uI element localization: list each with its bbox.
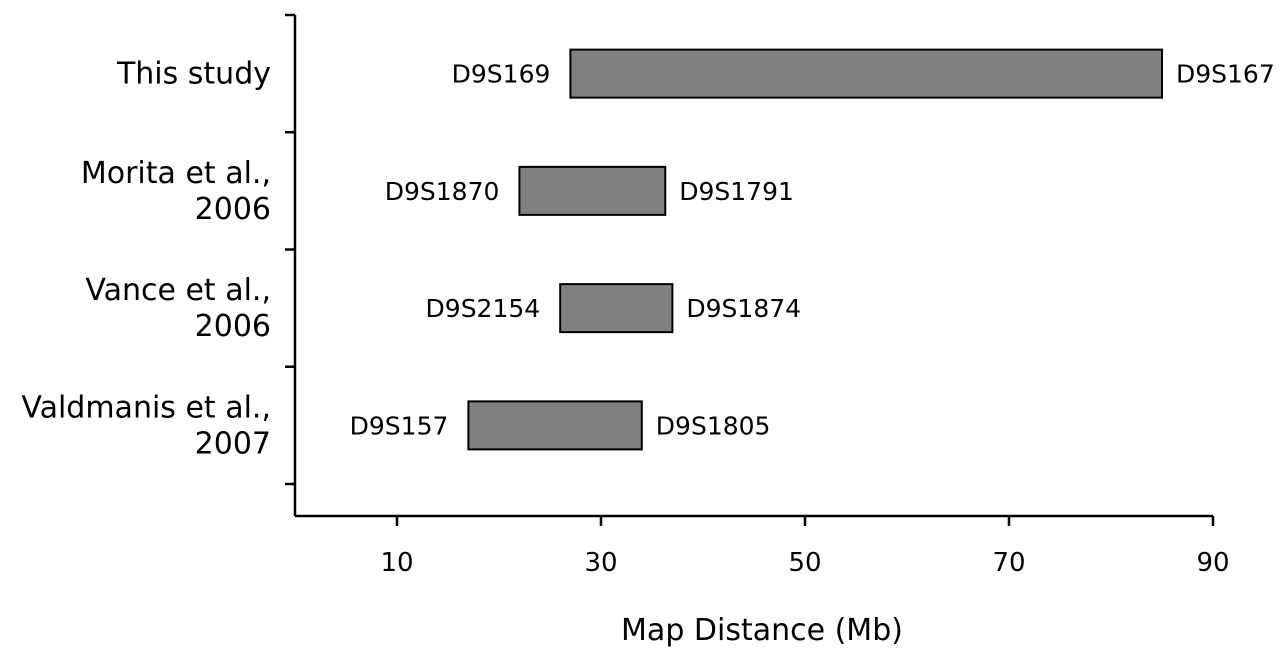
start-marker-label: D9S169 <box>452 60 551 89</box>
x-axis-title: Map Distance (Mb) <box>621 613 903 648</box>
start-marker-label: D9S1870 <box>385 177 500 206</box>
x-axis-ticks: 10 30 50 70 90 <box>380 516 1230 578</box>
category-label: 2006 <box>195 309 271 344</box>
category-label: This study <box>116 57 271 92</box>
category-label: 2007 <box>195 426 271 461</box>
range-bar <box>559 283 674 334</box>
marker-labels: D9S169 D9S167 D9S1870 D9S1791 D9S2154 D9S1874… <box>350 60 1275 441</box>
x-tick-label: 30 <box>584 548 617 578</box>
category-label: Valdmanis et al., <box>21 390 271 425</box>
category-label: Vance et al., <box>85 273 271 308</box>
bars <box>467 48 1163 451</box>
end-marker-label: D9S1791 <box>679 177 794 206</box>
y-axis-ticks <box>285 13 295 486</box>
category-label: Morita et al., <box>81 156 271 191</box>
axes <box>293 15 1213 518</box>
start-marker-label: D9S157 <box>350 411 449 440</box>
x-tick-label: 70 <box>992 548 1025 578</box>
category-label: 2006 <box>195 192 271 227</box>
start-marker-label: D9S2154 <box>426 294 541 323</box>
end-marker-label: D9S1874 <box>686 294 801 323</box>
x-tick-label: 50 <box>788 548 821 578</box>
x-tick-label: 90 <box>1196 548 1229 578</box>
x-tick-label: 10 <box>380 548 413 578</box>
end-marker-label: D9S167 <box>1176 60 1275 89</box>
range-bar <box>467 400 643 451</box>
range-bar <box>518 165 667 216</box>
range-bar <box>569 48 1163 99</box>
end-marker-label: D9S1805 <box>656 411 771 440</box>
